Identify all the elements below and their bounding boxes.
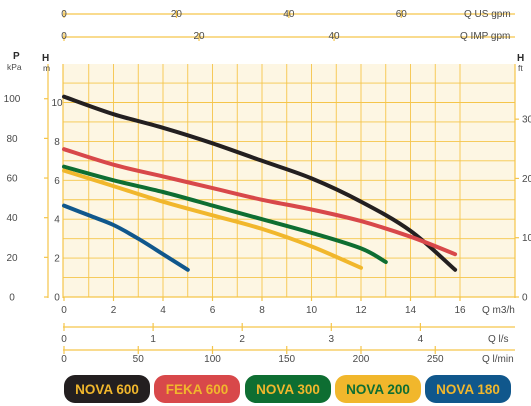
y-tick-m: 0 [54, 293, 60, 304]
x-tick-m3h: 4 [160, 305, 166, 316]
y-tick-ft: 0 [522, 293, 528, 304]
bottom-tick-lmin: 100 [204, 354, 221, 365]
y-tick-m: 8 [54, 137, 60, 148]
top-tick-imp: 40 [328, 31, 340, 42]
series-nova-180 [62, 203, 190, 272]
x-tick-m3h: 10 [306, 305, 318, 316]
y-tick-kpa: 80 [6, 134, 18, 145]
bottom-tick-ls: 3 [329, 334, 335, 345]
y-tick-ft: 20 [522, 174, 531, 185]
series-nova-600 [62, 94, 458, 272]
series-curves [62, 94, 458, 272]
ticks [44, 10, 519, 354]
top-tick-us: 0 [61, 9, 67, 20]
bottom-tick-ls: 4 [418, 334, 424, 345]
y-tick-ft: 10 [522, 233, 531, 244]
legend-feka-600: FEKA 600 [154, 375, 240, 403]
axis-title-x-m3h: Q m3/h [482, 305, 515, 316]
legend-nova-300: NOVA 300 [245, 375, 331, 403]
axis-unit-ft: ft [518, 63, 523, 73]
legend-nova-600: NOVA 600 [64, 375, 150, 403]
legend-nova-200: NOVA 200 [335, 375, 421, 403]
axis-unit-m: m [43, 63, 50, 73]
x-tick-m3h: 6 [210, 305, 216, 316]
y-tick-m: 4 [54, 215, 60, 226]
series-nova-200 [62, 168, 363, 270]
y-tick-kpa: 0 [9, 293, 15, 304]
x-tick-m3h: 14 [405, 305, 417, 316]
bottom-tick-lmin: 150 [278, 354, 295, 365]
y-tick-m: 6 [54, 176, 60, 187]
bottom-tick-lmin: 50 [133, 354, 145, 365]
top-tick-us: 60 [396, 9, 408, 20]
x-tick-m3h: 2 [111, 305, 117, 316]
series-nova-300 [62, 164, 388, 264]
top-tick-us: 40 [283, 9, 295, 20]
x-tick-m3h: 8 [259, 305, 265, 316]
x-tick-m3h: 12 [355, 305, 367, 316]
y-tick-kpa: 40 [6, 213, 18, 224]
y-tick-kpa: 20 [6, 253, 18, 264]
legend: NOVA 600 FEKA 600 NOVA 300 NOVA 200 NOVA… [0, 375, 531, 405]
legend-nova-180: NOVA 180 [425, 375, 511, 403]
top-tick-imp: 20 [193, 31, 205, 42]
top-tick-imp: 0 [61, 31, 67, 42]
y-tick-kpa: 100 [4, 94, 21, 105]
axis-title-x-lmin: Q l/min [482, 354, 514, 365]
x-tick-m3h: 0 [61, 305, 67, 316]
y-tick-kpa: 60 [6, 174, 18, 185]
bottom-tick-ls: 1 [150, 334, 156, 345]
y-tick-ft: 30 [522, 115, 531, 126]
bottom-tick-lmin: 0 [61, 354, 67, 365]
bottom-tick-ls: 2 [239, 334, 245, 345]
top-tick-us: 20 [171, 9, 183, 20]
axis-title-h-left: H [42, 53, 49, 64]
y-tick-m: 2 [54, 254, 60, 265]
y-tick-m: 10 [51, 98, 63, 109]
bottom-tick-lmin: 250 [427, 354, 444, 365]
axis-title-top-us: Q US gpm [464, 9, 511, 20]
series-feka-600 [62, 147, 458, 257]
tick-labels: 0 2 4 6 8 10 12 14 16024681002040608010001020300… [4, 9, 531, 365]
axis-unit-kpa: kPa [7, 62, 22, 72]
axis-title-top-imp: Q IMP gpm [460, 31, 510, 42]
axis-title-p: P [13, 51, 20, 62]
bottom-tick-lmin: 200 [353, 354, 370, 365]
x-tick-m3h: 16 [454, 305, 466, 316]
axis-title-h-right: H [517, 53, 524, 64]
bottom-tick-ls: 0 [61, 334, 67, 345]
axis-title-x-ls: Q l/s [488, 334, 509, 345]
